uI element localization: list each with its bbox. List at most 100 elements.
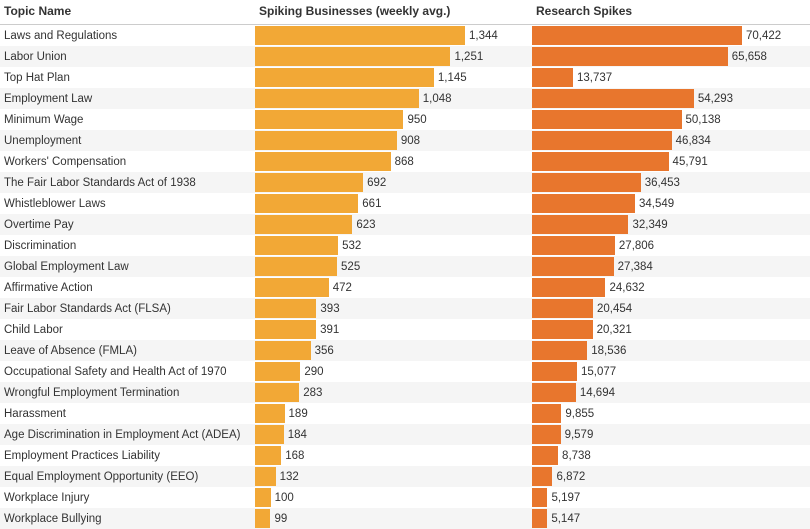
table-row: Top Hat Plan1,14513,737	[0, 67, 810, 88]
businesses-value: 132	[280, 471, 299, 483]
businesses-bar-cell: 168	[255, 445, 532, 466]
research-bar-cell: 50,138	[532, 109, 809, 130]
businesses-bar	[255, 173, 363, 192]
table-row: Whistleblower Laws66134,549	[0, 193, 810, 214]
research-bar-cell: 6,872	[532, 466, 809, 487]
research-value: 8,738	[562, 450, 591, 462]
topic-cell: Affirmative Action	[0, 277, 255, 298]
businesses-bar	[255, 257, 337, 276]
table-row: Workplace Injury1005,197	[0, 487, 810, 508]
research-value: 27,384	[618, 261, 653, 273]
research-bar	[532, 404, 561, 423]
businesses-bar-cell: 868	[255, 151, 532, 172]
topic-cell: Child Labor	[0, 319, 255, 340]
research-bar	[532, 89, 694, 108]
businesses-value: 168	[285, 450, 304, 462]
table-row: Harassment1899,855	[0, 403, 810, 424]
businesses-value: 532	[342, 240, 361, 252]
businesses-bar	[255, 362, 300, 381]
research-bar	[532, 173, 641, 192]
businesses-bar-cell: 525	[255, 256, 532, 277]
research-value: 20,321	[597, 324, 632, 336]
topic-cell: Minimum Wage	[0, 109, 255, 130]
businesses-value: 391	[320, 324, 339, 336]
research-bar-cell: 9,855	[532, 403, 809, 424]
businesses-bar	[255, 26, 465, 45]
businesses-value: 692	[367, 177, 386, 189]
businesses-value: 99	[274, 513, 287, 525]
research-bar	[532, 320, 593, 339]
research-bar	[532, 299, 593, 318]
businesses-value: 1,145	[438, 72, 467, 84]
businesses-value: 868	[395, 156, 414, 168]
research-bar-cell: 15,077	[532, 361, 809, 382]
table-row: Affirmative Action472 24,632	[0, 277, 810, 298]
businesses-bar-cell: 283	[255, 382, 532, 403]
research-value: 65,658	[732, 51, 767, 63]
research-bar	[532, 131, 672, 150]
header-topic: Topic Name	[0, 0, 255, 24]
research-value: 15,077	[581, 366, 616, 378]
research-value: 5,147	[551, 513, 580, 525]
topic-cell: Discrimination	[0, 235, 255, 256]
research-bar-cell: 18,536	[532, 340, 809, 361]
research-value: 36,453	[645, 177, 680, 189]
businesses-value: 283	[303, 387, 322, 399]
research-value: 46,834	[676, 135, 711, 147]
businesses-bar	[255, 194, 358, 213]
research-bar-cell: 65,658	[532, 46, 809, 67]
table-row: Global Employment Law 525 27,384	[0, 256, 810, 277]
research-value: 70,422	[746, 30, 781, 42]
research-value: 32,349	[632, 219, 667, 231]
businesses-bar	[255, 131, 397, 150]
research-bar-cell: 34,549	[532, 193, 809, 214]
research-bar	[532, 509, 547, 528]
businesses-bar	[255, 110, 403, 129]
research-value: 24,632	[609, 282, 644, 294]
businesses-bar-cell: 472	[255, 277, 532, 298]
businesses-value: 1,344	[469, 30, 498, 42]
table-row: Fair Labor Standards Act (FLSA)39320,454	[0, 298, 810, 319]
businesses-bar	[255, 425, 284, 444]
businesses-bar	[255, 488, 271, 507]
research-bar-cell: 32,349	[532, 214, 809, 235]
research-value: 50,138	[686, 114, 721, 126]
businesses-bar-cell: 908	[255, 130, 532, 151]
businesses-bar-cell: 100	[255, 487, 532, 508]
businesses-bar-cell: 1,251	[255, 46, 532, 67]
research-value: 14,694	[580, 387, 615, 399]
businesses-value: 290	[304, 366, 323, 378]
topic-cell: Unemployment	[0, 130, 255, 151]
businesses-bar-cell: 692	[255, 172, 532, 193]
table-row: Equal Employment Opportunity (EEO)1326,8…	[0, 466, 810, 487]
topic-cell: Fair Labor Standards Act (FLSA)	[0, 298, 255, 319]
research-value: 54,293	[698, 93, 733, 105]
table-row: Occupational Safety and Health Act of 19…	[0, 361, 810, 382]
businesses-bar-cell: 1,048	[255, 88, 532, 109]
businesses-bar	[255, 89, 419, 108]
table-row: Employment Law1,04854,293	[0, 88, 810, 109]
businesses-bar-cell: 391	[255, 319, 532, 340]
header-businesses: Spiking Businesses (weekly avg.)	[255, 0, 532, 24]
research-bar	[532, 488, 547, 507]
research-value: 34,549	[639, 198, 674, 210]
research-bar-cell: 36,453	[532, 172, 809, 193]
research-bar-cell: 13,737	[532, 67, 809, 88]
header-row: Topic Name Spiking Businesses (weekly av…	[0, 0, 810, 25]
businesses-bar	[255, 236, 338, 255]
research-value: 9,579	[565, 429, 594, 441]
table-row: Wrongful Employment Termination28314,694	[0, 382, 810, 403]
research-bar	[532, 152, 669, 171]
topic-cell: Global Employment Law	[0, 256, 255, 277]
businesses-value: 1,251	[454, 51, 483, 63]
table-row: Leave of Absence (FMLA)35618,536	[0, 340, 810, 361]
businesses-value: 525	[341, 261, 360, 273]
businesses-bar	[255, 299, 316, 318]
research-value: 18,536	[591, 345, 626, 357]
businesses-bar-cell: 132	[255, 466, 532, 487]
businesses-bar	[255, 383, 299, 402]
table-row: Laws and Regulations1,34470,422	[0, 25, 810, 46]
research-bar-cell: 20,321	[532, 319, 809, 340]
research-bar	[532, 446, 558, 465]
topic-cell: Workplace Injury	[0, 487, 255, 508]
